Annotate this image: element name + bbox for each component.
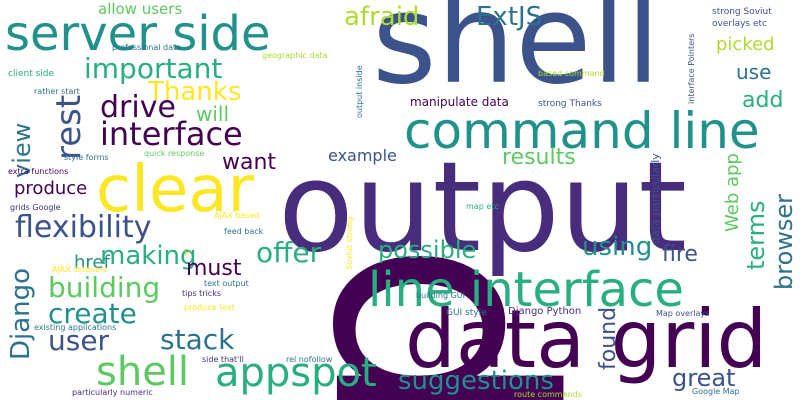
word-clear: clear — [96, 153, 254, 227]
word-rest: rest — [49, 94, 89, 160]
word-produce: produce — [14, 178, 88, 199]
word-appspot: appspot — [215, 350, 377, 396]
word-will: will — [196, 102, 230, 126]
word-possible: possible — [378, 236, 477, 264]
word-fire: fire — [662, 242, 698, 267]
word-rather-start: rather start — [34, 87, 80, 96]
word-create: create — [48, 297, 137, 330]
word-stack: stack — [160, 323, 235, 356]
word-offer: offer — [256, 236, 322, 269]
word-must: must — [186, 256, 242, 281]
word-route-commands: route commands — [514, 390, 582, 399]
word-found: found — [596, 306, 621, 370]
word-line-interface: line interface — [368, 262, 684, 318]
word-manipulate-data: manipulate data — [410, 95, 509, 109]
word-thanks: Thanks — [148, 77, 242, 107]
word-want: want — [222, 150, 277, 175]
word-map-overlays: Map overlays — [656, 309, 710, 318]
word-terms: terms — [742, 200, 770, 270]
word-feed-back: feed back — [224, 227, 264, 236]
word-afraid: afraid — [344, 2, 420, 32]
word-building: building — [48, 271, 161, 304]
word-ajax-based: AJAX based — [214, 211, 260, 220]
word-grids-google: grids Google — [10, 203, 61, 212]
word-interface-pointers: interface Pointers — [687, 33, 696, 104]
word-extra-functions: extra functions — [8, 167, 69, 176]
word-map-etc: map etc — [466, 202, 499, 211]
word-text-output: text output — [204, 279, 249, 288]
word-command-line: command line — [404, 102, 760, 160]
word-django: Django — [6, 267, 36, 360]
word-soviut-strong: Soviut strong — [345, 216, 354, 270]
word-example: example — [328, 146, 397, 165]
word-building-gui: building GUI — [416, 291, 465, 300]
word-google-map: Google Map — [692, 387, 740, 396]
word-making: making — [100, 241, 197, 271]
word-interface: interface — [100, 115, 243, 153]
word-user: user — [48, 324, 110, 357]
word-using: using — [582, 232, 653, 262]
word-web-app: Web app — [722, 153, 743, 232]
word-server-side: server side — [5, 6, 271, 62]
word-gui-style: GUI style — [446, 308, 487, 318]
word-browser: browser — [770, 193, 798, 290]
word-results: results — [502, 145, 576, 170]
word-suggestions: suggestions — [398, 366, 554, 396]
word-picked: picked — [716, 34, 775, 55]
word-great: great — [672, 364, 736, 392]
word-produce-text: produce text — [184, 303, 235, 312]
word-side-thatll: side that'll — [202, 355, 244, 364]
word-shell: shell — [372, 0, 661, 112]
word-output-inside: output inside — [355, 65, 364, 118]
word-geographic-data: geographic data — [262, 51, 328, 60]
word-shell-small: shell — [96, 349, 190, 395]
word-professional-data: professional data — [112, 43, 182, 52]
word-add: add — [742, 88, 784, 113]
word-tips-tricks: tips tricks — [182, 289, 221, 298]
word-p-small: p — [184, 247, 190, 257]
word-data-particularly: data particularly — [649, 153, 662, 244]
word-rel-nofollow: rel nofollow — [286, 355, 333, 364]
word-style-forms: style forms — [64, 153, 109, 162]
word-extjs: ExtJS — [476, 2, 543, 32]
word-use: use — [736, 60, 772, 84]
word-django-python: Django Python — [508, 306, 582, 317]
word-ajax-listeners: AJAX listeners — [52, 265, 108, 274]
word-particularly-numeric: particularly numeric — [72, 388, 153, 397]
word-existing-applications: existing applications — [34, 323, 117, 332]
word-strong-thanks: strong Thanks — [538, 99, 602, 109]
word-based-command: based command — [538, 69, 605, 78]
word-quick-response: quick response — [144, 149, 205, 158]
word-href: href — [74, 252, 110, 273]
word-client-side: client side — [8, 69, 55, 79]
word-allow-users: allow users — [98, 0, 183, 18]
word-data-grid: data grid — [405, 293, 768, 386]
word-important: important — [84, 52, 223, 85]
word-drive: drive — [100, 90, 176, 125]
word-overlays-etc: overlays etc — [712, 19, 767, 29]
word-flexibility: flexibility — [15, 210, 152, 245]
word-strong-soviut: strong Soviut — [712, 7, 772, 17]
word-output: output — [278, 136, 687, 280]
